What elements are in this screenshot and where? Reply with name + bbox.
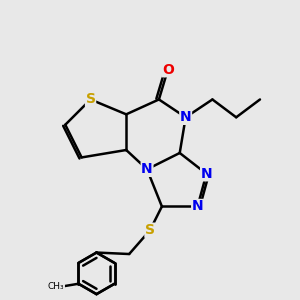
Text: N: N — [201, 167, 212, 181]
Text: CH₃: CH₃ — [48, 282, 64, 291]
Text: S: S — [85, 92, 96, 106]
Text: N: N — [141, 162, 153, 176]
Text: N: N — [180, 110, 191, 124]
Text: S: S — [145, 223, 155, 237]
Text: O: O — [162, 63, 174, 77]
Text: N: N — [192, 200, 203, 214]
